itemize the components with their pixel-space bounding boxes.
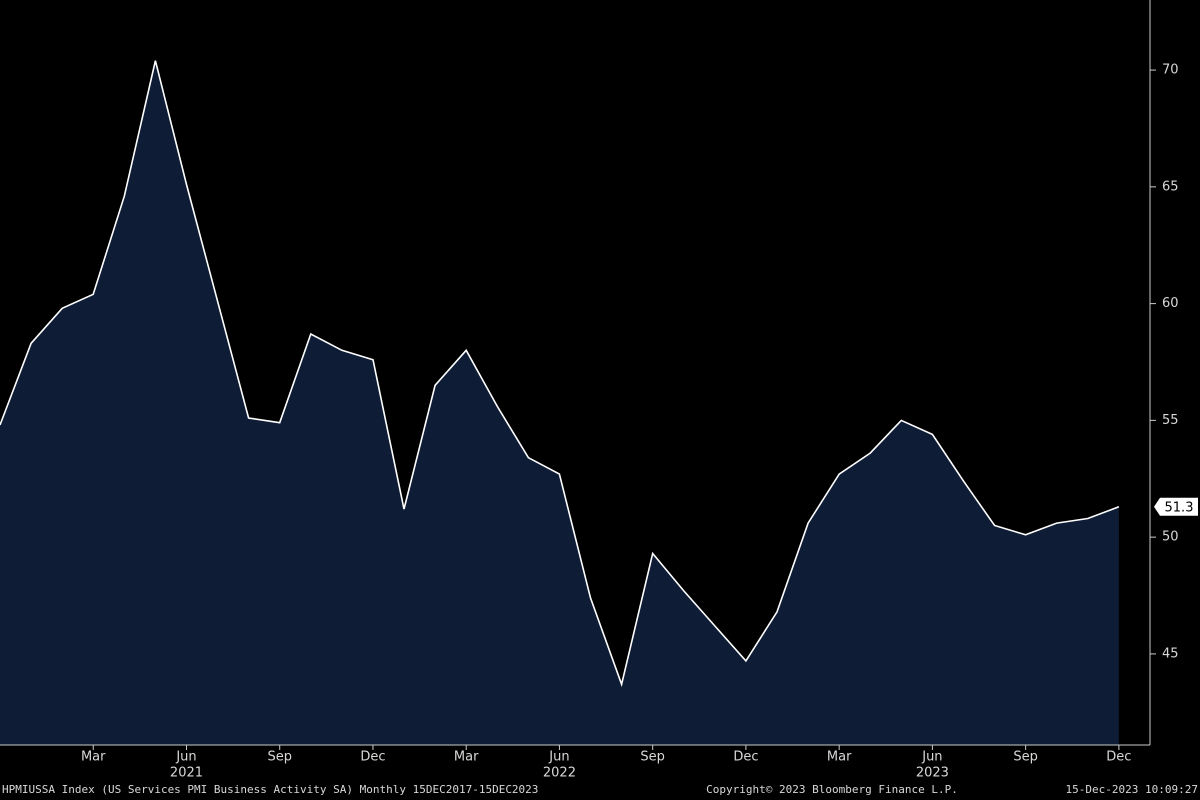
y-tick-label: 65 [1162,179,1179,194]
x-tick-label: Dec [733,750,758,765]
y-tick-label: 55 [1162,413,1179,428]
x-tick-label: Sep [640,750,665,765]
y-tick-label: 45 [1162,646,1179,661]
year-label: 2021 [170,766,203,781]
x-tick-label: Sep [1013,750,1038,765]
x-tick-label: Mar [81,750,106,765]
x-tick-label: Mar [827,750,852,765]
y-tick-label: 70 [1162,63,1179,78]
x-tick-label: Dec [360,750,385,765]
last-value-box [1154,497,1198,516]
footer-left: HPMIUSSA Index (US Services PMI Business… [2,783,538,796]
x-tick-label: Mar [454,750,479,765]
x-tick-label: Jun [548,750,569,765]
x-tick-label: Jun [175,750,196,765]
x-tick-label: Jun [921,750,942,765]
y-tick-label: 60 [1162,296,1179,311]
x-tick-label: Sep [267,750,292,765]
area [0,60,1119,745]
line [0,60,1120,688]
footer-center: Copyright© 2023 Bloomberg Finance L.P. [706,783,958,796]
y-tick-label: 50 [1162,530,1179,545]
x-tick-label: Dec [1106,750,1131,765]
year-label: 2023 [916,766,949,781]
year-label: 2022 [543,766,576,781]
footer-right: 15-Dec-2023 10:09:27 [1066,783,1198,796]
last-value-label: 51.3 [1165,500,1194,515]
